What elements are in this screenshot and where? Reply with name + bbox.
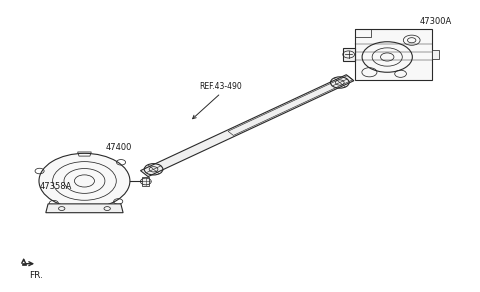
Text: 47300A: 47300A xyxy=(420,17,452,26)
Polygon shape xyxy=(46,204,123,213)
Text: FR.: FR. xyxy=(29,271,43,280)
Text: 47400: 47400 xyxy=(106,143,132,152)
Text: REF.43-490: REF.43-490 xyxy=(199,82,242,91)
Polygon shape xyxy=(343,48,355,60)
Polygon shape xyxy=(432,51,439,58)
Polygon shape xyxy=(22,263,25,265)
Polygon shape xyxy=(141,75,354,177)
Text: 47358A: 47358A xyxy=(40,182,72,191)
Polygon shape xyxy=(142,177,149,187)
Circle shape xyxy=(39,153,130,208)
Polygon shape xyxy=(355,29,432,80)
